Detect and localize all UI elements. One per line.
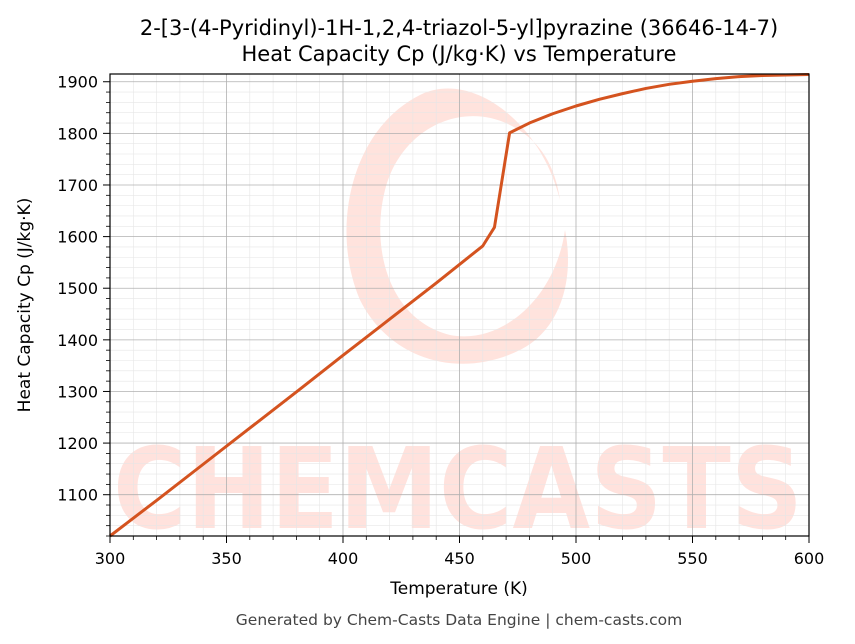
footer-credit: Generated by Chem-Casts Data Engine | ch… — [236, 611, 682, 629]
chart-title: 2-[3-(4-Pyridinyl)-1H-1,2,4-triazol-5-yl… — [140, 16, 778, 40]
x-tick-label: 600 — [794, 549, 825, 568]
y-tick-label: 1100 — [57, 486, 98, 505]
x-tick-label: 550 — [677, 549, 708, 568]
major-gridlines — [109, 74, 810, 536]
x-tick-label: 300 — [95, 549, 126, 568]
y-axis-label: Heat Capacity Cp (J/kg·K) — [15, 198, 35, 413]
series-line — [109, 73, 810, 538]
x-tick-label: 500 — [561, 549, 592, 568]
y-tick-label: 1300 — [57, 382, 98, 401]
y-axis-ticks: 1100 1200 1300 1400 1500 1600 1700 1800 1900 — [57, 73, 110, 537]
watermark: CHEMCASTS — [113, 88, 803, 555]
y-tick-label: 1400 — [57, 331, 98, 350]
y-tick-label: 1700 — [57, 176, 98, 195]
x-axis-ticks: 300 350 400 450 500 550 600 — [95, 536, 825, 568]
x-tick-label: 450 — [444, 549, 475, 568]
x-tick-label: 400 — [328, 549, 359, 568]
y-tick-label: 1600 — [57, 228, 98, 247]
chart-subtitle: Heat Capacity Cp (J/kg·K) vs Temperature — [242, 42, 677, 66]
y-tick-label: 1800 — [57, 124, 98, 143]
y-tick-label: 1900 — [57, 73, 98, 92]
y-tick-label: 1500 — [57, 279, 98, 298]
x-tick-label: 350 — [211, 549, 242, 568]
x-axis-label: Temperature (K) — [389, 579, 528, 599]
y-tick-label: 1200 — [57, 434, 98, 453]
